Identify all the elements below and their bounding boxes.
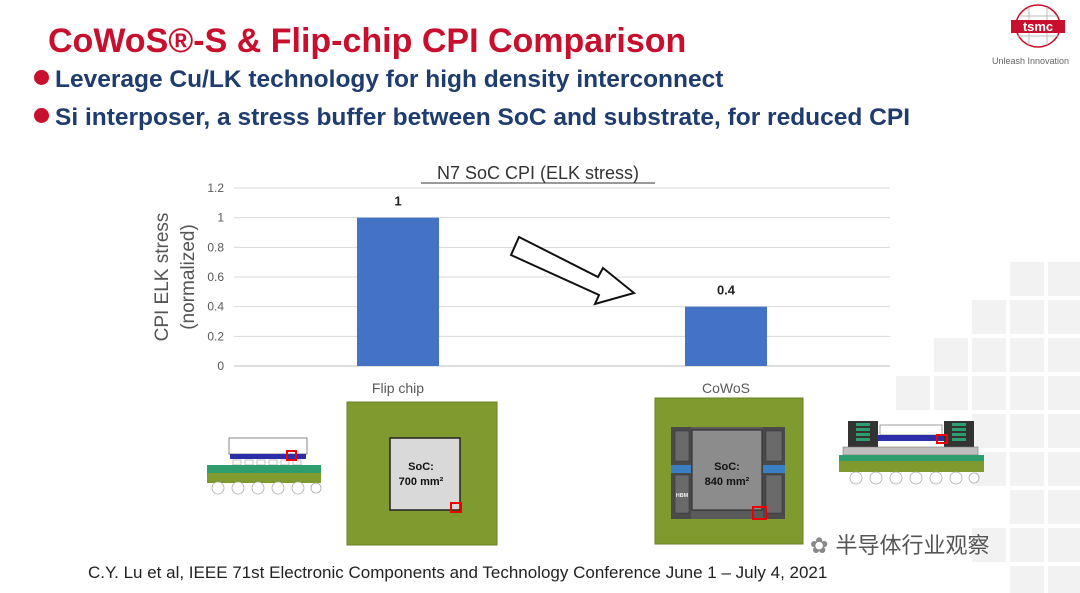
y-tick-label: 0.2: [207, 329, 224, 343]
cowos-top-view: SoC: 840 mm² HBM: [654, 397, 804, 545]
y-axis-label-sub: (normalized): [178, 224, 199, 330]
flipchip-soc-label: SoC:: [408, 461, 434, 473]
bar: [685, 306, 767, 366]
bullet-item: Si interposer, a stress buffer between S…: [34, 104, 910, 132]
data-label: 0.4: [717, 283, 736, 298]
y-tick-label: 0.6: [207, 270, 224, 284]
y-tick-label: 0: [217, 359, 224, 373]
trend-arrow-icon: [509, 235, 637, 306]
y-axis-label: CPI ELK stress: [152, 213, 173, 342]
logo-tagline: Unleash Innovation: [992, 56, 1070, 66]
citation-footer: C.Y. Lu et al, IEEE 71st Electronic Comp…: [88, 563, 828, 582]
bullet-item: Leverage Cu/LK technology for high densi…: [34, 66, 723, 94]
bullet-dot-icon: [34, 70, 49, 85]
cowos-soc-area: 840 mm²: [705, 476, 750, 488]
bullet-dot-icon: [34, 108, 49, 123]
y-tick-label: 1.2: [207, 181, 224, 195]
bullet-text: Leverage Cu/LK technology for high densi…: [55, 66, 724, 93]
slide-title: CoWoS®-S & Flip-chip CPI Comparison: [48, 22, 687, 60]
x-category-label: Flip chip: [372, 380, 424, 396]
cowos-soc-label: SoC:: [714, 461, 740, 473]
bar: [357, 217, 439, 366]
bullet-text: Si interposer, a stress buffer between S…: [55, 104, 910, 131]
wechat-icon: ✿: [810, 534, 829, 559]
flipchip-cross-section: [207, 437, 322, 495]
y-tick-label: 0.8: [207, 240, 224, 254]
tsmc-logo-icon: tsmc: [1011, 4, 1065, 48]
watermark-text: 半导体行业观察: [835, 534, 990, 559]
y-tick-label: 1: [217, 211, 224, 225]
flipchip-top-view: SoC: 700 mm²: [346, 401, 498, 546]
x-category-label: CoWoS: [702, 380, 750, 396]
flipchip-soc-area: 700 mm²: [399, 476, 444, 488]
cowos-cross-section: [839, 421, 984, 485]
watermark: ✿ 半导体行业观察: [810, 528, 989, 560]
data-label: 1: [394, 194, 401, 209]
logo-text: tsmc: [1023, 19, 1053, 34]
bars: 1 Flip chip 0.4 CoWoS: [357, 194, 767, 396]
chart-title: N7 SoC CPI (ELK stress): [437, 163, 639, 183]
y-ticks: 0 0.2 0.4 0.6 0.8 1 1.2: [207, 181, 224, 373]
hbm-label: HBM: [676, 493, 689, 499]
y-tick-label: 0.4: [207, 300, 224, 314]
